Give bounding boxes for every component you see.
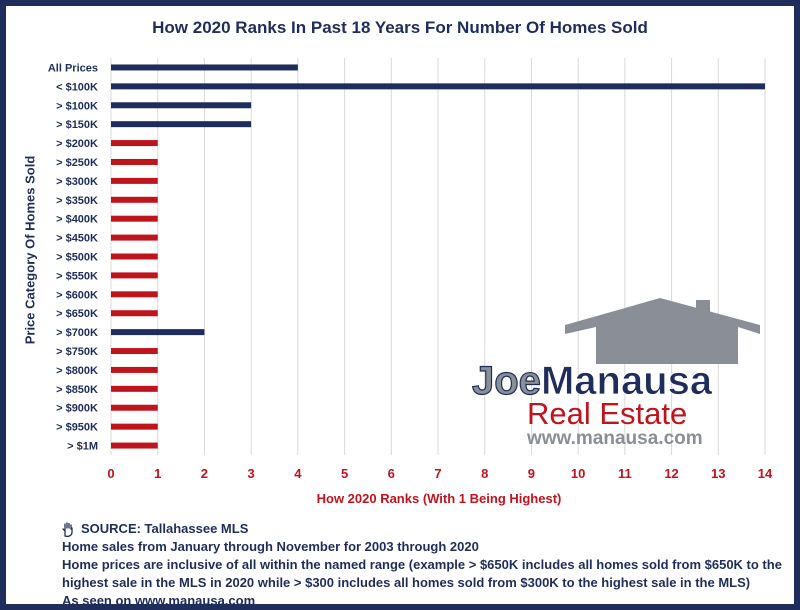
bar bbox=[111, 423, 158, 430]
x-axis-label: How 2020 Ranks (With 1 Being Highest) bbox=[317, 491, 562, 506]
x-tick-label: 1 bbox=[154, 466, 161, 481]
x-tick-label: 10 bbox=[571, 466, 585, 481]
category-label: > $800K bbox=[56, 365, 98, 377]
bar bbox=[111, 83, 765, 90]
as-seen-prefix: As seen on bbox=[62, 593, 135, 608]
footer-note-prices: Home prices are inclusive of all within … bbox=[62, 557, 782, 590]
x-tick-label: 2 bbox=[201, 466, 208, 481]
category-label: > $850K bbox=[56, 384, 98, 396]
category-label: > $400K bbox=[56, 214, 98, 226]
x-tick-label: 6 bbox=[388, 466, 395, 481]
bar bbox=[111, 102, 252, 109]
x-tick-label: 5 bbox=[341, 466, 348, 481]
bar bbox=[111, 64, 298, 71]
category-label: < $100K bbox=[56, 81, 98, 93]
category-label: > $100K bbox=[56, 100, 98, 112]
category-label: > $1M bbox=[67, 441, 98, 453]
category-label: > $200K bbox=[56, 138, 98, 150]
footer-notes: SOURCE: Tallahassee MLS Home sales from … bbox=[62, 520, 792, 610]
bar bbox=[111, 329, 205, 336]
manausa-link[interactable]: www.manausa.com bbox=[134, 593, 256, 608]
raised-hand-icon bbox=[62, 521, 73, 537]
x-tick-label: 13 bbox=[711, 466, 725, 481]
x-tick-label: 8 bbox=[481, 466, 488, 481]
bar bbox=[111, 291, 158, 298]
source-line: SOURCE: Tallahassee MLS bbox=[62, 520, 792, 538]
bar bbox=[111, 158, 158, 165]
bar bbox=[111, 404, 158, 411]
x-tick-label: 4 bbox=[294, 466, 302, 481]
house-silhouette-icon bbox=[565, 298, 760, 364]
category-label: > $550K bbox=[56, 270, 98, 282]
bar bbox=[111, 196, 158, 203]
category-label: > $250K bbox=[56, 157, 98, 169]
source-text: SOURCE: Tallahassee MLS bbox=[81, 521, 249, 536]
bar bbox=[111, 310, 158, 317]
bar bbox=[111, 215, 158, 222]
category-label: > $150K bbox=[56, 119, 98, 131]
logo-url: www.manausa.com bbox=[526, 428, 703, 449]
x-tick-label: 11 bbox=[618, 466, 632, 481]
x-tick-label: 9 bbox=[528, 466, 535, 481]
chart-title: How 2020 Ranks In Past 18 Years For Numb… bbox=[152, 18, 648, 37]
x-tick-label: 12 bbox=[664, 466, 678, 481]
logo-joe: JoeManausa bbox=[472, 359, 713, 403]
x-tick-label: 7 bbox=[434, 466, 441, 481]
x-tick-label: 0 bbox=[107, 466, 114, 481]
category-label: > $500K bbox=[56, 252, 98, 264]
bar bbox=[111, 177, 158, 184]
as-seen-line: As seen on www.manausa.com bbox=[62, 592, 792, 610]
bar bbox=[111, 385, 158, 392]
x-tick-label: 14 bbox=[758, 466, 773, 481]
bar bbox=[111, 442, 158, 449]
footer-note-dates: Home sales from January through November… bbox=[62, 539, 479, 554]
category-label: > $650K bbox=[56, 308, 98, 320]
bar bbox=[111, 140, 158, 147]
bar bbox=[111, 348, 158, 355]
category-label: > $950K bbox=[56, 422, 98, 434]
category-label: > $600K bbox=[56, 289, 98, 301]
bar bbox=[111, 234, 158, 241]
bar bbox=[111, 366, 158, 373]
bar bbox=[111, 121, 252, 128]
category-label: > $300K bbox=[56, 176, 98, 188]
category-label: > $450K bbox=[56, 233, 98, 245]
category-label: All Prices bbox=[48, 62, 98, 74]
x-tick-label: 3 bbox=[248, 466, 255, 481]
logo-real-estate: Real Estate bbox=[527, 396, 687, 431]
category-label: > $900K bbox=[56, 403, 98, 415]
category-label: > $350K bbox=[56, 195, 98, 207]
bar bbox=[111, 272, 158, 279]
category-label: > $700K bbox=[56, 327, 98, 339]
category-label: > $750K bbox=[56, 346, 98, 358]
logo-manausa: Manausa bbox=[541, 359, 713, 403]
bar bbox=[111, 253, 158, 260]
